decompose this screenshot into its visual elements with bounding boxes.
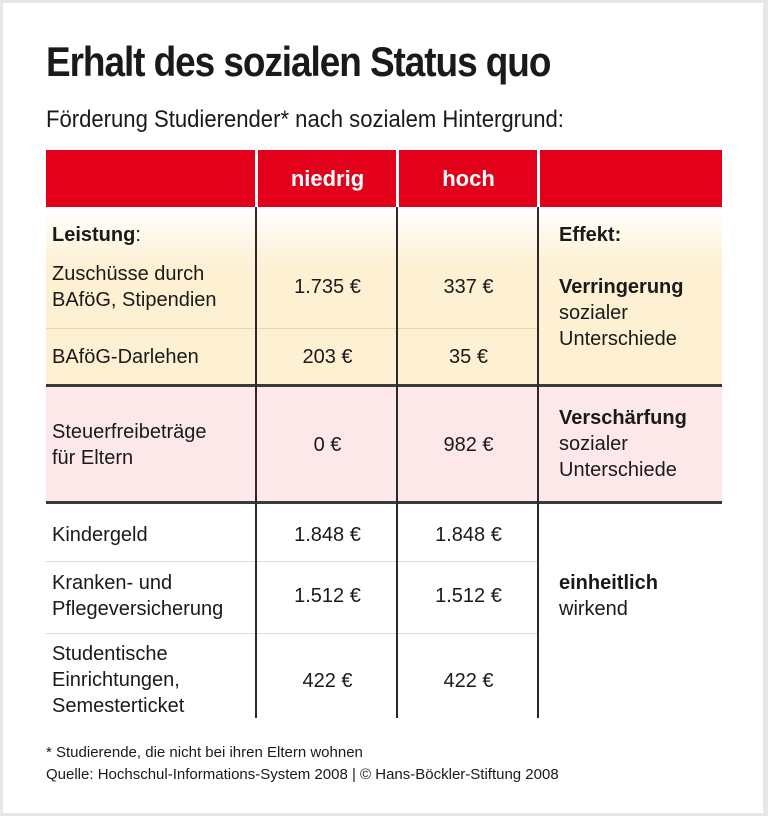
column-divider — [255, 207, 257, 718]
value-niedrig: 0 € — [313, 434, 342, 456]
effekt-label: Effekt: — [559, 224, 622, 246]
value-niedrig: 1.512 € — [294, 585, 361, 607]
page-title: Erhalt des sozialen Status quo — [46, 38, 551, 85]
row-label: Studentische Einrichtungen, Semestertick… — [52, 643, 185, 717]
effect-increase: Verschärfung sozialer Unterschiede — [559, 407, 687, 481]
section-reduction — [46, 207, 722, 385]
row-label: Steuerfreibeträge für Eltern — [52, 421, 207, 469]
value-hoch: 982 € — [443, 434, 494, 456]
comparison-table: niedrig hoch Leistung: Effekt: Zuschüsse… — [46, 150, 722, 718]
effect-reduction: Verringerung sozialer Unterschiede — [559, 276, 684, 350]
footnote: * Studierende, die nicht bei ihren Elter… — [46, 744, 363, 761]
value-hoch: 422 € — [443, 670, 494, 692]
row-divider — [46, 633, 538, 634]
row-divider — [46, 328, 538, 329]
header-separator — [537, 150, 540, 207]
table-header — [46, 150, 722, 207]
header-separator — [396, 150, 399, 207]
value-niedrig: 422 € — [302, 670, 353, 692]
leistung-label: Leistung: — [52, 224, 141, 246]
value-niedrig: 1.848 € — [294, 524, 361, 546]
column-divider — [396, 207, 398, 718]
row-label: BAföG-Darlehen — [52, 346, 199, 368]
value-hoch: 35 € — [449, 346, 488, 368]
subtitle: Förderung Studierender* nach sozialem Hi… — [46, 106, 564, 133]
value-hoch: 1.512 € — [435, 585, 502, 607]
effect-neutral: einheitlich wirkend — [559, 572, 658, 620]
row-label: Kindergeld — [52, 524, 148, 546]
value-niedrig: 203 € — [302, 346, 353, 368]
row-label: Zuschüsse durch BAföG, Stipendien — [52, 263, 217, 311]
value-hoch: 337 € — [443, 276, 494, 298]
header-separator — [255, 150, 258, 207]
section-increase — [46, 386, 722, 502]
section-divider — [46, 384, 722, 387]
header-niedrig: niedrig — [290, 165, 365, 191]
source-note: Quelle: Hochschul-Informations-System 20… — [46, 766, 559, 783]
row-label: Kranken- und Pflegeversicherung — [52, 572, 224, 620]
value-niedrig: 1.735 € — [294, 276, 361, 298]
value-hoch: 1.848 € — [435, 524, 502, 546]
header-hoch: hoch — [442, 165, 495, 191]
row-divider — [46, 561, 538, 562]
section-divider — [46, 501, 722, 504]
column-divider — [537, 207, 539, 718]
